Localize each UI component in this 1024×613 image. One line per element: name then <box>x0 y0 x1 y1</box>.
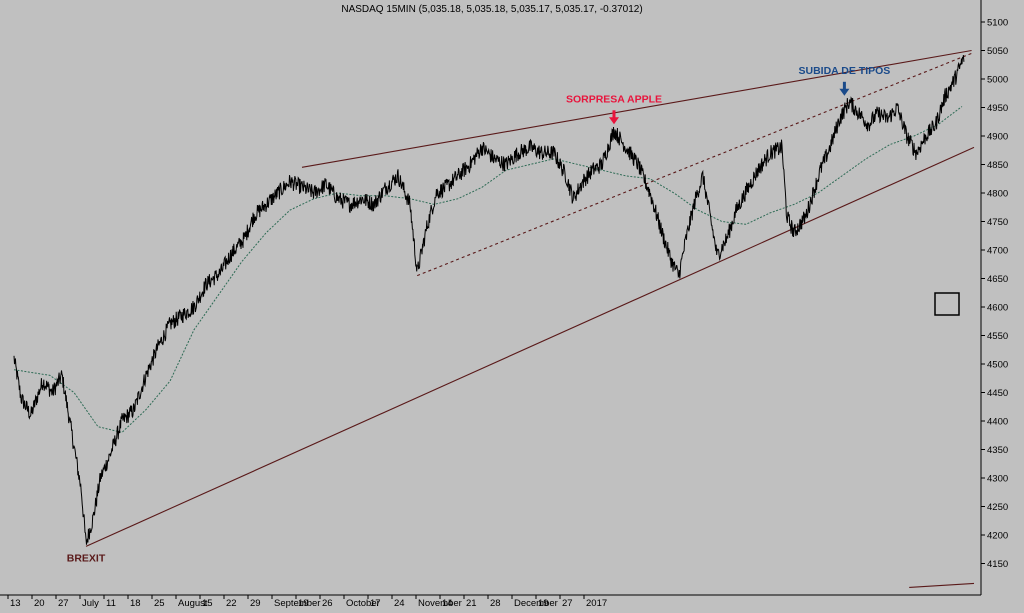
chart-title: NASDAQ 15MIN (5,035.18, 5,035.18, 5,035.… <box>341 4 642 15</box>
x-tick-label: 13 <box>10 598 21 608</box>
x-tick-label: 19 <box>298 598 309 608</box>
x-tick-label: 25 <box>154 598 165 608</box>
y-tick-label: 4700 <box>987 246 1008 257</box>
y-tick-label: 4650 <box>987 274 1008 285</box>
y-tick-label: 4600 <box>987 303 1008 314</box>
trendline-upper-resistance <box>301 49 972 168</box>
x-tick-label: 11 <box>106 598 116 608</box>
x-tick-label: 27 <box>562 598 573 608</box>
y-tick-label: 4400 <box>987 417 1008 428</box>
y-tick-label: 4900 <box>987 132 1008 143</box>
annotation-arrowhead <box>609 117 619 125</box>
y-tick-label: 4550 <box>987 331 1008 342</box>
y-tick-label: 5100 <box>987 18 1008 29</box>
x-tick-label: 22 <box>226 598 237 608</box>
annotation-label: SORPRESA APPLE <box>566 93 662 105</box>
series-moving-average <box>13 106 963 433</box>
x-tick-label: 15 <box>202 598 213 608</box>
y-tick-label: 4450 <box>987 388 1008 399</box>
x-tick-label: August <box>178 598 208 608</box>
annotation-arrowhead <box>839 88 850 96</box>
x-tick-label: 24 <box>394 598 405 608</box>
x-tick-label: 14 <box>442 598 453 608</box>
square-outline-icon[interactable] <box>934 292 960 316</box>
x-tick-label: 19 <box>538 598 549 608</box>
annotation-label: BREXIT <box>67 553 106 565</box>
x-tick-label: 26 <box>322 598 333 608</box>
x-tick-label: 21 <box>466 598 477 608</box>
x-tick-label: December <box>514 598 558 608</box>
y-tick-label: 4150 <box>987 559 1008 570</box>
trendline-lower-support <box>85 146 975 547</box>
x-tick-label: 2017 <box>586 598 607 608</box>
y-tick-label: 4300 <box>987 474 1008 485</box>
y-tick-label: 4250 <box>987 502 1008 513</box>
x-tick-label: 20 <box>34 598 45 608</box>
x-tick-label: 27 <box>58 598 69 608</box>
y-tick-label: 4750 <box>987 217 1008 228</box>
y-tick-label: 4350 <box>987 445 1008 456</box>
series-price <box>13 55 965 545</box>
x-tick-label: October <box>346 598 380 608</box>
x-tick-label: 28 <box>490 598 501 608</box>
x-tick-label: 29 <box>250 598 261 608</box>
y-tick-label: 5000 <box>987 75 1008 86</box>
x-tick-label: July <box>82 598 99 608</box>
x-tick-label: September <box>274 598 320 608</box>
y-tick-label: 4800 <box>987 189 1008 200</box>
y-tick-label: 4500 <box>987 360 1008 371</box>
y-tick-label: 4200 <box>987 531 1008 542</box>
y-tick-label: 4850 <box>987 160 1008 171</box>
trendline-bottom-edge <box>909 582 975 588</box>
x-tick-label: 17 <box>370 598 381 608</box>
x-tick-label: 18 <box>130 598 141 608</box>
annotation-label: SUBIDA DE TIPOS <box>799 65 891 77</box>
y-tick-label: 4950 <box>987 103 1008 114</box>
y-tick-label: 5050 <box>987 46 1008 57</box>
x-tick-label: November <box>418 598 462 608</box>
